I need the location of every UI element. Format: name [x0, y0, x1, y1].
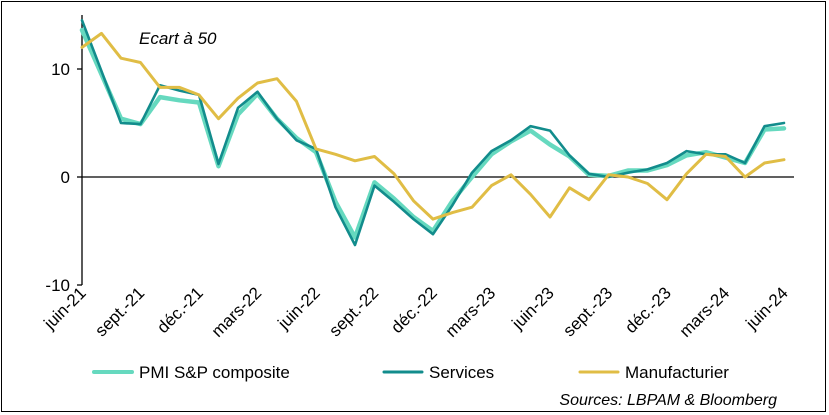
x-ticks: juin-21 sept.-21 déc.-21 mars-22 juin-22 sept…	[40, 283, 792, 341]
y-tick-label: 10	[51, 60, 70, 79]
y-tick-label: -10	[45, 276, 70, 295]
source-note: Sources: LBPAM & Bloomberg	[559, 392, 777, 409]
x-tick-label: déc.-22	[387, 283, 441, 337]
series-line-services	[80, 19, 786, 247]
x-tick-label: sept.-22	[325, 283, 382, 340]
x-tick-label: mars-24	[676, 283, 734, 341]
legend-entry-composite: PMI S&P composite	[92, 363, 290, 382]
x-tick-label: mars-22	[208, 283, 266, 341]
series-line-composite	[79, 27, 787, 240]
legend-label-manufacturier: Manufacturier	[625, 363, 729, 382]
axes	[81, 15, 794, 285]
legend-label-services: Services	[429, 363, 494, 382]
x-tick-label: mars-23	[442, 283, 500, 341]
x-tick-label: juin-23	[508, 283, 558, 333]
x-tick-label: déc.-21	[153, 283, 207, 337]
legend: PMI S&P composite Services Manufacturier	[92, 363, 729, 382]
y-ticks: -10 0 10	[45, 60, 82, 295]
x-tick-label: juin-24	[742, 283, 792, 333]
series-line-manufacturier	[80, 31, 786, 221]
legend-entry-services: Services	[382, 363, 494, 382]
x-tick-label: déc.-23	[621, 283, 675, 337]
x-tick-label: juin-22	[274, 283, 324, 333]
x-tick-label: sept.-23	[559, 283, 616, 340]
legend-entry-manufacturier: Manufacturier	[578, 363, 729, 382]
y-tick-label: 0	[61, 168, 70, 187]
annotation-text: Ecart à 50	[139, 29, 217, 48]
x-tick-label: sept.-21	[91, 283, 148, 340]
series-lines	[79, 19, 787, 247]
legend-label-composite: PMI S&P composite	[139, 363, 290, 382]
